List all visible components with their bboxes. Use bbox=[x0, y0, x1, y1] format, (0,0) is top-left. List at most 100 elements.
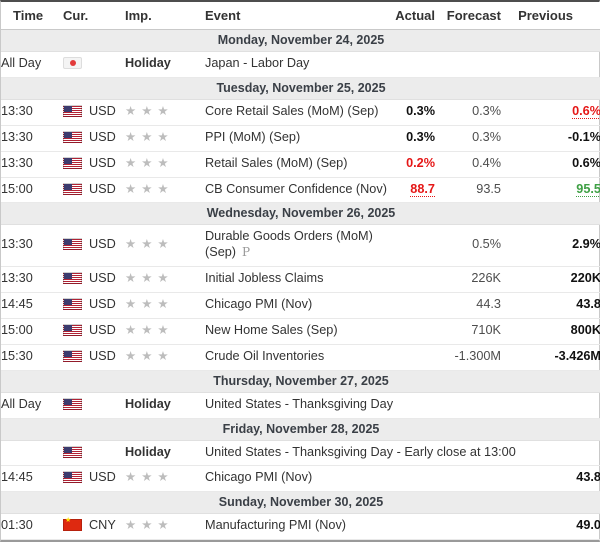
event-time-cell: 13:30 bbox=[1, 125, 63, 152]
us-flag-icon bbox=[63, 445, 82, 458]
importance-stars-icon: ★★★ bbox=[125, 297, 174, 311]
event-time-cell: 01:30 bbox=[1, 513, 63, 541]
event-name-link[interactable]: Crude Oil Inventories bbox=[205, 348, 325, 363]
event-cell: Core Retail Sales (MoM) (Sep) bbox=[205, 99, 385, 126]
previous-value: 49.0 bbox=[576, 518, 600, 533]
event-row: 14:45 USD ★★★ Chicago PMI (Nov) 44.3 43.8 bbox=[1, 292, 600, 319]
previous-cell bbox=[501, 51, 600, 78]
forecast-cell bbox=[435, 440, 501, 467]
event-name-link[interactable]: Manufacturing PMI (Nov) bbox=[205, 518, 347, 533]
currency-code: USD bbox=[89, 155, 116, 170]
previous-value: -0.1% bbox=[567, 129, 600, 144]
forecast-value: 0.3% bbox=[472, 103, 501, 118]
day-header-row: Thursday, November 27, 2025 bbox=[1, 369, 600, 393]
importance-cell: ★★★ bbox=[125, 224, 205, 268]
actual-cell: 0.2% bbox=[385, 151, 435, 178]
previous-cell: 49.0 bbox=[501, 513, 600, 541]
event-cell: Chicago PMI (Nov) bbox=[205, 292, 385, 319]
previous-value: -3.426M bbox=[554, 348, 600, 363]
importance-cell: ★★★ bbox=[125, 125, 205, 152]
day-header: Wednesday, November 26, 2025 bbox=[1, 202, 600, 226]
importance-cell: ★★★ bbox=[125, 99, 205, 126]
previous-cell: -0.1% bbox=[501, 125, 600, 152]
currency-cell: USD bbox=[63, 151, 125, 178]
previous-value: 43.8 bbox=[576, 297, 600, 311]
event-time: 13:30 bbox=[1, 155, 33, 170]
event-name-link[interactable]: United States - Thanksgiving Day - Early… bbox=[205, 444, 516, 459]
jp-flag-icon bbox=[63, 57, 82, 69]
column-header-time: Time bbox=[1, 2, 63, 30]
currency-cell: USD bbox=[63, 224, 125, 268]
event-cell: Retail Sales (MoM) (Sep) bbox=[205, 151, 385, 178]
event-name-link[interactable]: Chicago PMI (Nov) bbox=[205, 470, 313, 485]
previous-value: 0.6% bbox=[572, 103, 600, 119]
day-header-row: Monday, November 24, 2025 bbox=[1, 29, 600, 52]
currency-cell bbox=[63, 392, 125, 419]
event-cell: United States - Thanksgiving Day - Early… bbox=[205, 440, 516, 467]
previous-cell: -3.426M bbox=[501, 344, 600, 371]
event-name-line2[interactable]: (Sep) bbox=[205, 245, 237, 260]
event-time: 14:45 bbox=[1, 297, 33, 311]
day-header: Sunday, November 30, 2025 bbox=[1, 491, 600, 515]
event-time: All Day bbox=[1, 396, 42, 411]
event-time: 13:30 bbox=[1, 237, 33, 252]
event-name-link[interactable]: Initial Jobless Claims bbox=[205, 271, 324, 286]
event-name-link[interactable]: CB Consumer Confidence (Nov) bbox=[205, 181, 387, 196]
day-header-row: Friday, November 28, 2025 bbox=[1, 417, 600, 441]
importance-stars-icon: ★★★ bbox=[125, 103, 174, 118]
currency-cell: USD bbox=[63, 177, 125, 204]
us-flag-icon bbox=[63, 238, 82, 251]
event-time-cell: 14:45 bbox=[1, 292, 63, 319]
event-name-link[interactable]: United States - Thanksgiving Day bbox=[205, 396, 394, 411]
importance-cell: ★★★ bbox=[125, 465, 205, 493]
actual-cell bbox=[385, 292, 435, 319]
previous-value: 2.9% bbox=[572, 237, 600, 252]
previous-cell: 95.5 bbox=[501, 177, 600, 204]
importance-stars-icon: ★★★ bbox=[125, 155, 174, 170]
currency-code: USD bbox=[89, 297, 116, 311]
currency-code: USD bbox=[89, 129, 116, 144]
event-cell: PPI (MoM) (Sep) bbox=[205, 125, 385, 152]
forecast-cell: 710K bbox=[435, 318, 501, 345]
forecast-cell bbox=[435, 465, 501, 493]
currency-cell: USD bbox=[63, 266, 125, 293]
event-row: 13:30 USD ★★★ PPI (MoM) (Sep) 0.3% 0.3% -0.1% bbox=[1, 125, 600, 152]
event-cell: Durable Goods Orders (MoM) (Sep) P bbox=[205, 224, 385, 268]
event-name-link[interactable]: Retail Sales (MoM) (Sep) bbox=[205, 155, 348, 170]
importance-cell: ★★★ bbox=[125, 344, 205, 371]
currency-cell: USD bbox=[63, 292, 125, 319]
day-header-row: Tuesday, November 25, 2025 bbox=[1, 76, 600, 100]
day-header: Tuesday, November 25, 2025 bbox=[1, 76, 600, 100]
event-name-link[interactable]: Japan - Labor Day bbox=[205, 56, 310, 70]
previous-cell: 2.9% bbox=[501, 224, 600, 268]
importance-cell: ★★★ bbox=[125, 151, 205, 178]
forecast-value: 44.3 bbox=[476, 297, 501, 311]
previous-cell: 43.8 bbox=[501, 465, 600, 493]
event-cell: Chicago PMI (Nov) bbox=[205, 465, 385, 493]
event-name-link[interactable]: Core Retail Sales (MoM) (Sep) bbox=[205, 103, 379, 118]
previous-cell: 0.6% bbox=[501, 99, 600, 126]
event-row: 13:30 USD ★★★ Initial Jobless Claims 226K 220… bbox=[1, 266, 600, 293]
event-name-link[interactable]: Chicago PMI (Nov) bbox=[205, 297, 313, 311]
holiday-label: Holiday bbox=[125, 444, 171, 459]
forecast-cell: 0.3% bbox=[435, 99, 501, 126]
previous-cell bbox=[501, 392, 600, 419]
us-flag-icon bbox=[63, 104, 82, 117]
day-header-row: Sunday, November 30, 2025 bbox=[1, 491, 600, 515]
event-name-link[interactable]: New Home Sales (Sep) bbox=[205, 322, 338, 337]
actual-value: 0.2% bbox=[406, 155, 435, 170]
day-header: Friday, November 28, 2025 bbox=[1, 417, 600, 441]
event-cell: United States - Thanksgiving Day bbox=[205, 392, 393, 419]
actual-cell: 88.7 bbox=[385, 177, 435, 204]
event-time-cell bbox=[1, 440, 63, 467]
event-row: 15:30 USD ★★★ Crude Oil Inventories -1.300M -… bbox=[1, 344, 600, 371]
event-name-link[interactable]: PPI (MoM) (Sep) bbox=[205, 129, 301, 144]
event-time-cell: All Day bbox=[1, 51, 63, 78]
previous-value: 0.6% bbox=[572, 155, 600, 170]
currency-code: USD bbox=[89, 271, 116, 286]
actual-cell: 0.3% bbox=[385, 125, 435, 152]
previous-cell: 220K bbox=[501, 266, 600, 293]
event-name-link[interactable]: Durable Goods Orders (MoM) bbox=[205, 229, 373, 244]
actual-cell bbox=[385, 513, 435, 541]
currency-cell: USD bbox=[63, 99, 125, 126]
